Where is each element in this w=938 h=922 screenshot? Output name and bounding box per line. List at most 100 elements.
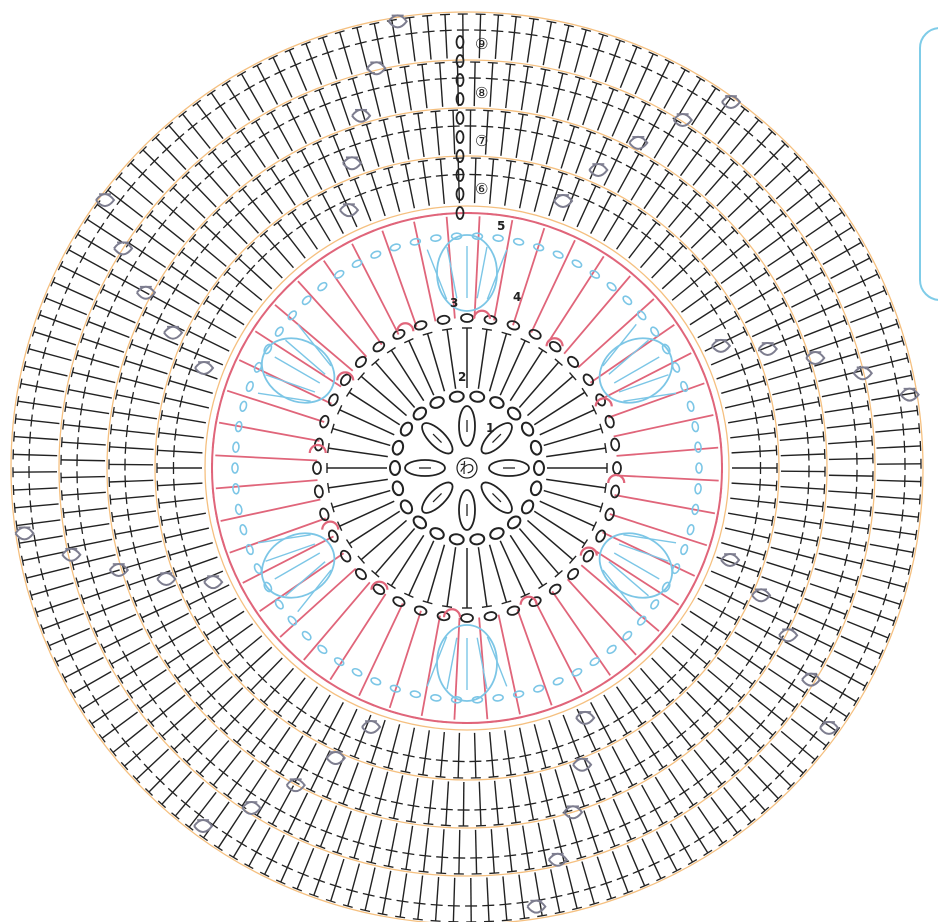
stitch-bar	[210, 687, 244, 720]
pink-tick	[511, 216, 522, 220]
stitch-top	[244, 863, 254, 870]
stitch-bar	[857, 590, 901, 605]
label-chain	[455, 130, 465, 144]
blue-chain	[253, 361, 263, 373]
pink-tick	[228, 365, 235, 376]
blue-chain	[691, 420, 700, 433]
stitch-crossbar	[901, 509, 904, 522]
inner-stitch	[374, 361, 416, 409]
stitch-top	[259, 698, 269, 707]
stitch-crossbar	[889, 355, 895, 368]
stitch-crossbar	[327, 779, 339, 786]
stitch-bar	[217, 810, 243, 849]
stitch-bar	[161, 414, 207, 424]
stitch-bar	[562, 714, 581, 758]
stitch-bar	[729, 271, 768, 297]
inner-stitch	[360, 375, 408, 417]
stitch-top	[57, 260, 64, 271]
stitch-bar	[277, 677, 306, 714]
stitch-crossbar	[795, 548, 801, 561]
stitch-crossbar	[547, 134, 560, 140]
inner-chain	[483, 314, 498, 325]
stitch-crossbar	[176, 411, 180, 424]
stitch-bar	[573, 29, 587, 73]
pink-tick	[688, 583, 696, 594]
guide-circle	[106, 107, 828, 829]
stitch-top	[160, 410, 164, 421]
stitch-crossbar	[149, 156, 160, 166]
pink-join	[336, 371, 355, 381]
inner-stitch-top	[581, 539, 589, 549]
stitch-crossbar	[834, 230, 843, 242]
join-loop	[526, 899, 547, 914]
stitch-top	[202, 295, 210, 305]
stitch-top	[34, 607, 39, 618]
stitch-crossbar	[297, 871, 309, 878]
inner-chain	[339, 373, 352, 387]
stitch-top	[637, 720, 647, 728]
stitch-bar	[791, 287, 832, 308]
stitch-top	[819, 267, 826, 277]
stitch-top	[383, 166, 394, 171]
stitch-crossbar	[855, 657, 863, 669]
stitch-crossbar	[502, 757, 515, 761]
stitch-bar	[730, 497, 776, 505]
stitch-top	[219, 726, 229, 735]
stitch-top	[900, 335, 905, 346]
stitch-crossbar	[384, 83, 397, 88]
stitch-top	[287, 720, 297, 728]
inner-stitch-top	[442, 328, 453, 331]
stitch-crossbar	[618, 821, 631, 828]
stitch-bar	[285, 158, 309, 198]
stitch-bar	[626, 845, 646, 887]
center-petal-bar	[432, 492, 443, 503]
stitch-top	[360, 908, 371, 913]
blue-chain	[409, 237, 422, 246]
stitch-top	[435, 775, 446, 778]
stitch-bar	[611, 851, 629, 893]
stitch-top	[863, 383, 867, 394]
stitch-crossbar	[304, 822, 317, 829]
stitch-bar	[689, 610, 729, 637]
stitch-top	[911, 547, 915, 558]
stitch-crossbar	[805, 498, 809, 511]
pink-tick	[364, 229, 375, 236]
center-chain	[391, 439, 405, 456]
stitch-top	[665, 229, 675, 238]
stitch-bar	[417, 113, 425, 158]
inner-chain	[567, 568, 580, 581]
stitch-top	[648, 51, 659, 57]
blue-cluster-line	[618, 374, 669, 393]
stitch-crossbar	[255, 736, 266, 745]
stitch-bar	[627, 792, 648, 833]
stitch-bar	[575, 131, 592, 174]
inner-chain	[506, 605, 521, 616]
stitch-top	[417, 159, 428, 163]
stitch-crossbar	[847, 385, 852, 398]
stitch-crossbar	[281, 864, 294, 871]
stitch-bar	[628, 222, 657, 259]
stitch-crossbar	[897, 389, 901, 402]
stitch-bar	[680, 285, 719, 313]
stitch-crossbar	[333, 147, 346, 154]
stitch-crossbar	[746, 379, 751, 392]
stitch-crossbar	[520, 851, 534, 855]
stitch-top	[500, 110, 511, 114]
stitch-top	[569, 124, 580, 129]
stitch-bar	[264, 726, 291, 765]
pink-stitch	[530, 239, 576, 333]
stitch-bar	[223, 698, 255, 732]
join-loop	[342, 156, 363, 171]
stitch-crossbar	[519, 753, 532, 758]
stitch-crossbar	[746, 544, 751, 557]
pink-stitch	[254, 330, 342, 388]
stitch-top	[135, 322, 141, 333]
stitch-crossbar	[235, 648, 245, 659]
stitch-top	[157, 427, 161, 438]
stitch-bar	[82, 337, 125, 353]
join-loop	[628, 135, 649, 150]
stitch-crossbar	[579, 144, 592, 150]
stitch-top	[202, 631, 210, 641]
stitch-bar	[13, 453, 58, 457]
stitch-crossbar	[229, 714, 240, 724]
